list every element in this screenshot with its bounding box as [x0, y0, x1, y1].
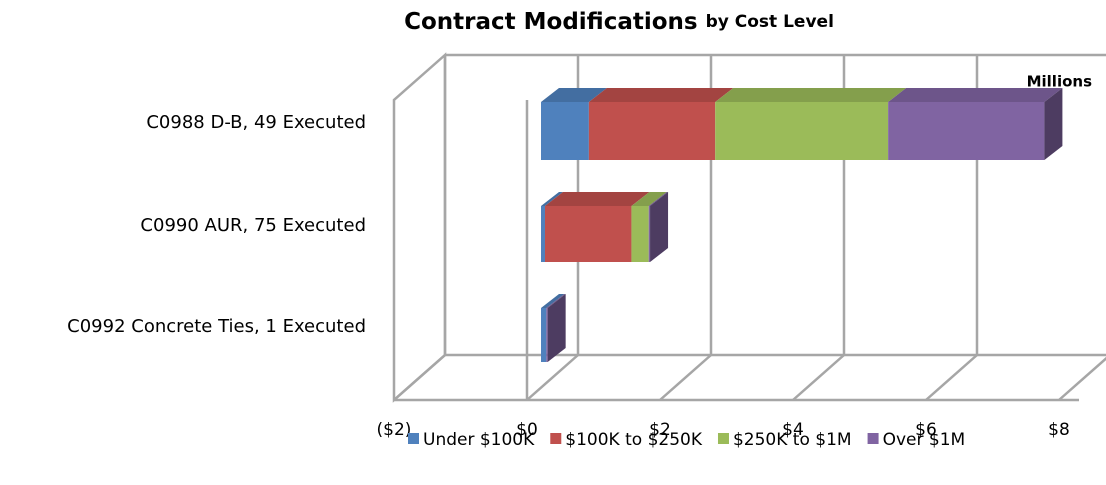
bar-segment	[541, 308, 547, 362]
bar-top	[631, 192, 667, 206]
x-tick-label: $0	[516, 420, 538, 440]
x-tick-label: ($2)	[377, 420, 412, 440]
floor-line	[393, 354, 446, 401]
x-tick-label: $8	[1048, 420, 1070, 440]
bar-segment	[888, 102, 1045, 160]
legend-swatch	[550, 433, 562, 444]
bar-segment	[715, 102, 889, 160]
bar-segment	[544, 206, 632, 262]
legend-swatch	[408, 433, 419, 444]
bar-top	[544, 192, 650, 206]
bar-segment	[546, 308, 548, 362]
legend-label: Under $100K	[423, 430, 535, 450]
bar-top	[715, 88, 907, 102]
chart-title: Contract Modifications by Cost Level	[404, 9, 834, 35]
category-label: C0988 D-B, 49 Executed	[146, 112, 366, 133]
bar-side	[650, 192, 669, 262]
unit-label: Millions	[1027, 73, 1092, 91]
bar-top	[648, 192, 669, 206]
x-tick-label: $6	[915, 420, 937, 440]
floor-line	[659, 354, 712, 401]
bar-top	[541, 88, 607, 102]
floor-line	[526, 354, 579, 401]
floor-line	[792, 354, 845, 401]
bar-segment	[631, 206, 649, 262]
title-main: Contract Modifications	[404, 9, 698, 35]
x-tick-label: $4	[782, 420, 804, 440]
legend-swatch	[717, 433, 729, 444]
bar-side	[1044, 88, 1063, 160]
floor-line	[925, 354, 978, 401]
legend-label: Over $1M	[883, 430, 966, 450]
category-label: C0990 AUR, 75 Executed	[140, 215, 366, 236]
bar-top	[541, 294, 565, 308]
floor-line	[1058, 356, 1106, 401]
bar-top	[546, 294, 566, 308]
bar-top	[541, 192, 563, 206]
legend-swatch	[867, 433, 879, 444]
bar-segment	[541, 102, 589, 160]
legend-label: $250K to $1M	[733, 430, 852, 450]
title-suffix: by Cost Level	[706, 12, 834, 32]
category-label: C0992 Concrete Ties, 1 Executed	[67, 316, 366, 337]
x-tick-label: $2	[649, 420, 671, 440]
bar-top	[588, 88, 734, 102]
legend-label: $100K to $250K	[565, 430, 703, 450]
bar-segment	[541, 206, 545, 262]
side-wall	[392, 52, 447, 403]
bar-segment	[588, 102, 716, 160]
bar-segment	[648, 206, 651, 262]
bar-side	[547, 294, 566, 362]
bar-top	[888, 88, 1063, 102]
